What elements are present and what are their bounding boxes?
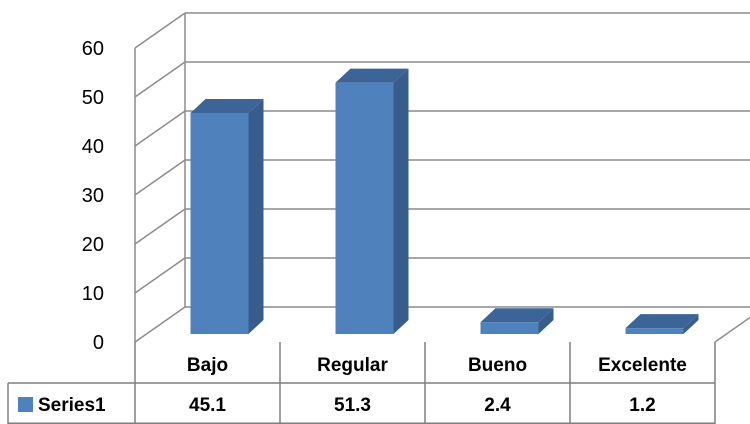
bar <box>480 322 539 334</box>
gridline-side <box>134 12 186 49</box>
y-tick-label: 10 <box>82 283 104 305</box>
gridline-side <box>134 208 186 245</box>
legend-key <box>18 397 33 412</box>
category-label: Excelente <box>598 355 687 376</box>
bar-top <box>625 314 699 329</box>
bar <box>625 328 684 334</box>
bar <box>190 113 249 334</box>
y-axis-tick-labels: 0 10 20 30 40 50 60 <box>82 38 104 354</box>
category-label: Bajo <box>187 355 228 376</box>
value-cell: 2.4 <box>484 395 511 416</box>
data-table: Bajo Regular Bueno Excelente Series1 45.1 51.3… <box>7 342 716 424</box>
value-cell: 1.2 <box>629 395 655 416</box>
series-label: Series1 <box>38 395 106 416</box>
gridline-side <box>134 306 186 343</box>
floor-edge <box>714 316 750 343</box>
gridline-side <box>134 110 186 147</box>
bar <box>335 82 394 334</box>
bar-side <box>538 308 554 334</box>
value-cell: 51.3 <box>334 395 371 416</box>
bars <box>190 68 699 334</box>
y-tick-label: 60 <box>82 38 104 60</box>
bar-top <box>480 308 554 323</box>
bar-side <box>248 99 264 334</box>
bar-top <box>190 99 264 114</box>
gridlines <box>134 12 750 343</box>
category-label: Bueno <box>468 355 527 376</box>
gridline-side <box>134 159 186 196</box>
y-tick-label: 0 <box>93 332 104 354</box>
y-tick-label: 50 <box>82 87 104 109</box>
gridline-side <box>134 257 186 294</box>
y-tick-label: 40 <box>82 136 104 158</box>
bar-top <box>335 68 409 83</box>
bar-side <box>683 314 699 334</box>
y-tick-label: 20 <box>82 234 104 256</box>
gridline-side <box>134 61 186 98</box>
category-label: Regular <box>317 355 388 376</box>
y-tick-label: 30 <box>82 185 104 207</box>
value-cell: 45.1 <box>189 395 226 416</box>
bar-side <box>393 68 409 334</box>
